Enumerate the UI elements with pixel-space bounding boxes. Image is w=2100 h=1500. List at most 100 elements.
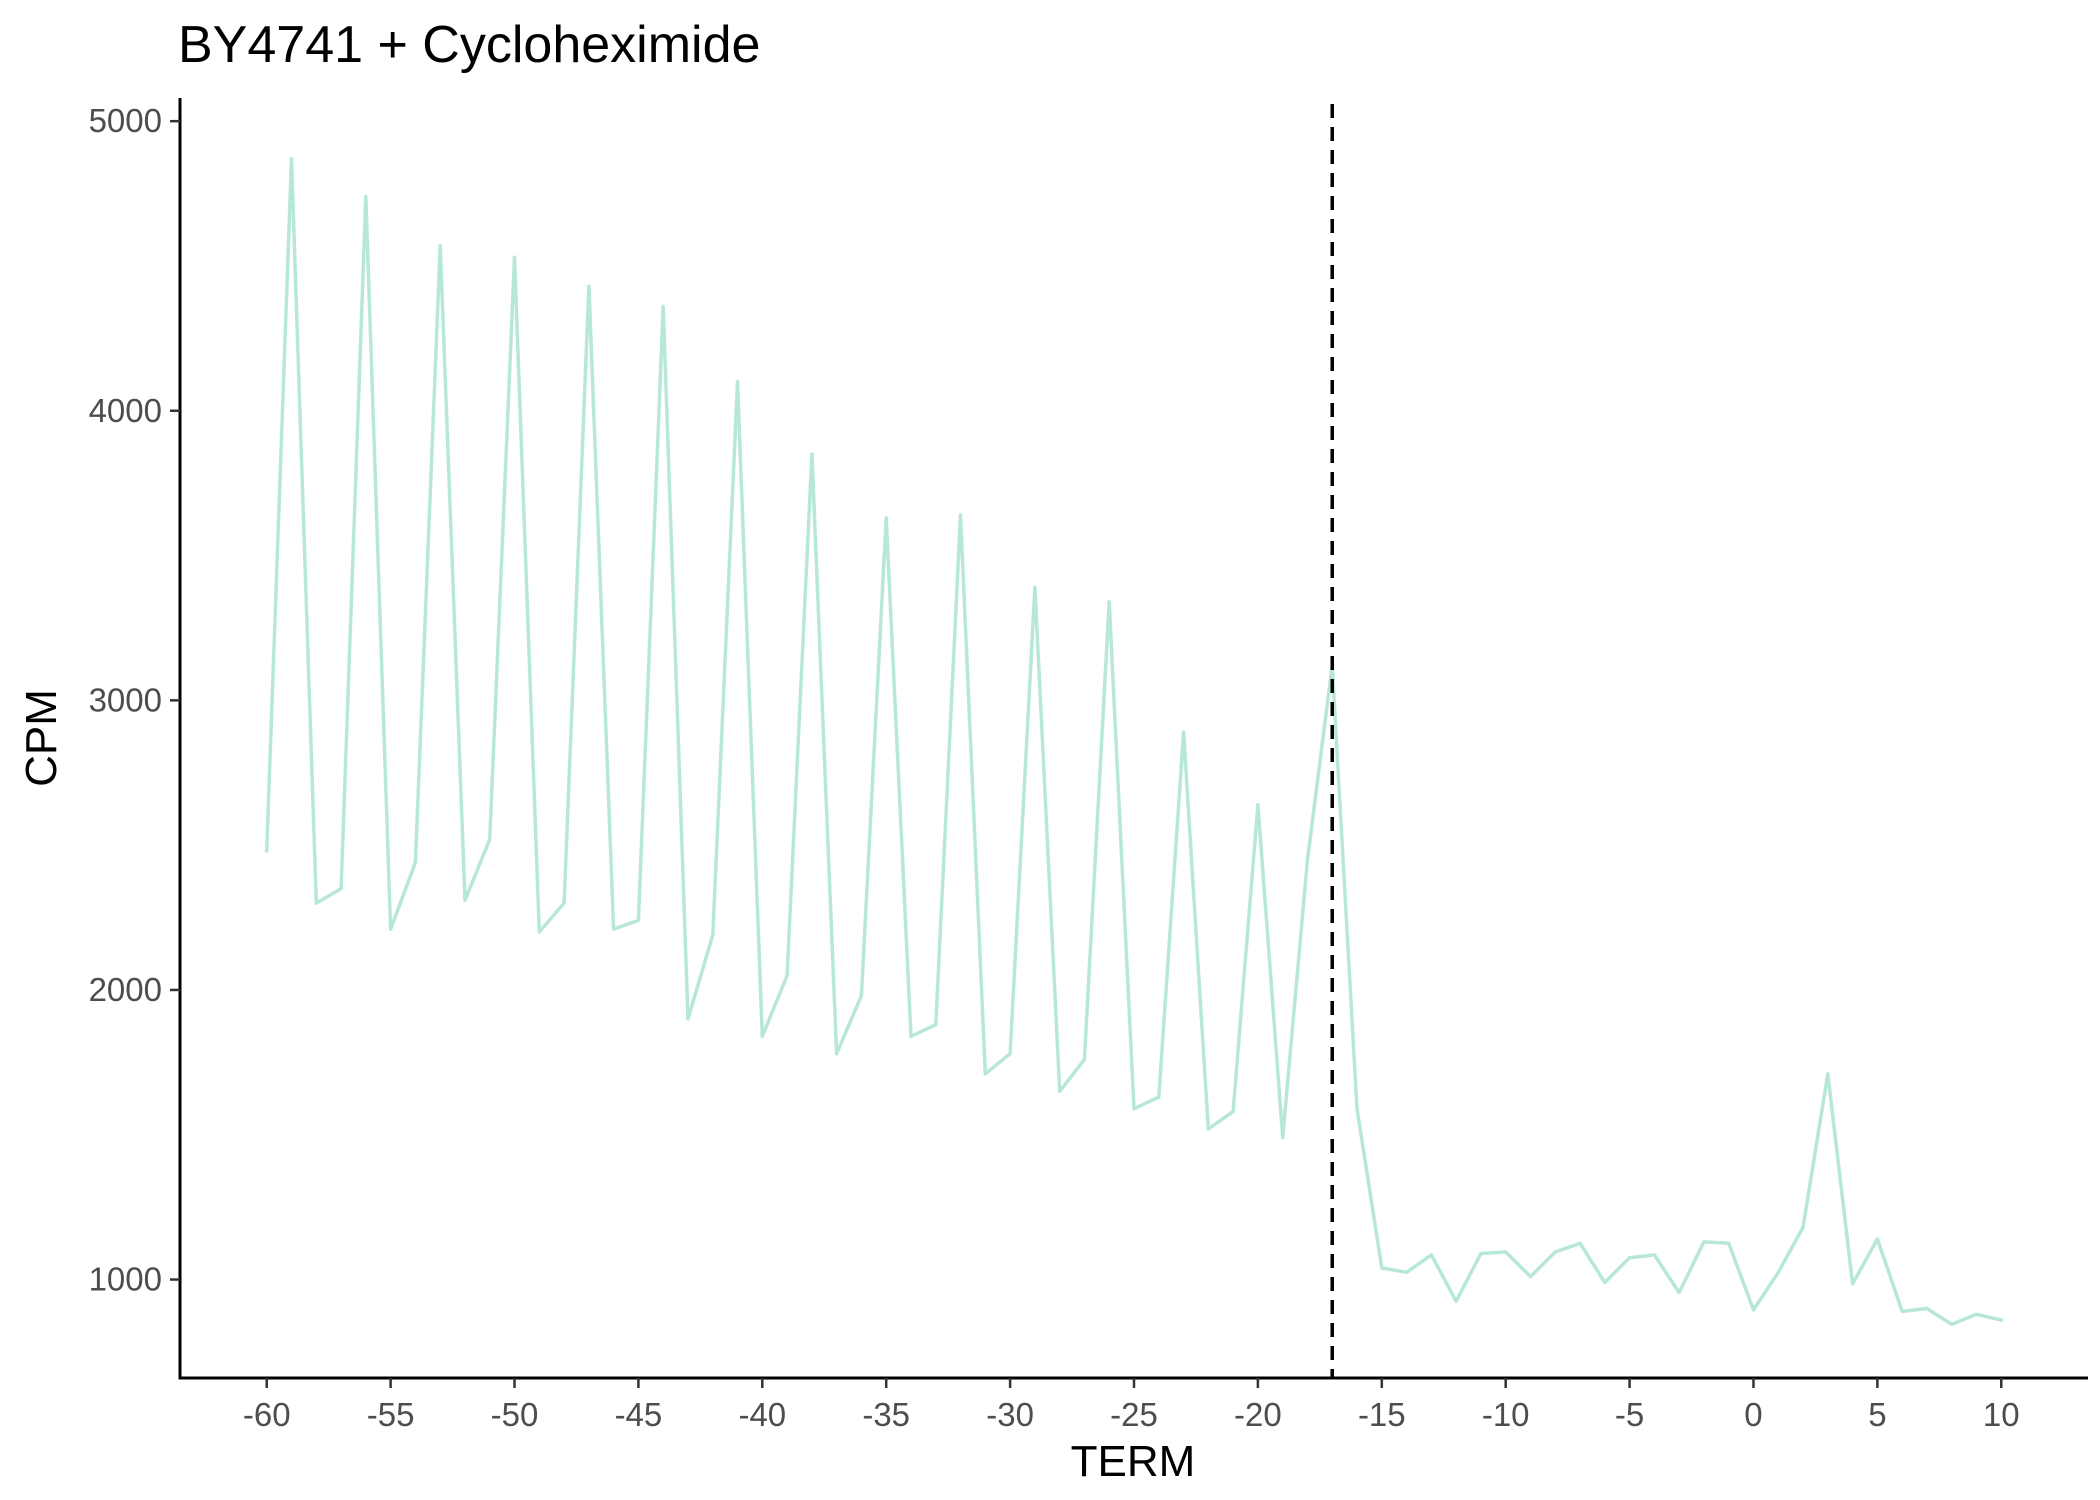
data-point	[562, 901, 566, 905]
x-tick-label: -50	[491, 1396, 539, 1433]
x-tick-label: -25	[1110, 1396, 1158, 1433]
x-tick-label: 10	[1983, 1396, 2020, 1433]
data-point	[1380, 1266, 1384, 1270]
data-point	[389, 927, 393, 931]
x-tick-label: -15	[1358, 1396, 1406, 1433]
y-tick-label: 5000	[89, 102, 162, 139]
data-point	[1182, 730, 1186, 734]
data-point	[612, 927, 616, 931]
data-point	[934, 1023, 938, 1027]
data-point	[1107, 600, 1111, 604]
data-point	[1206, 1127, 1210, 1131]
data-point	[958, 513, 963, 517]
x-tick-label: -60	[243, 1396, 291, 1433]
data-point	[1256, 803, 1260, 807]
data-point	[1652, 1253, 1656, 1257]
data-point	[1900, 1309, 1904, 1313]
x-tick-label: -45	[615, 1396, 663, 1433]
data-point	[785, 973, 789, 978]
data-point	[1950, 1322, 1954, 1326]
series-line	[264, 157, 2004, 1327]
data-point	[1875, 1237, 1879, 1241]
data-point	[1727, 1241, 1731, 1245]
chart-title: BY4741 + Cycloheximide	[178, 16, 760, 74]
data-point	[512, 255, 517, 259]
data-point	[1702, 1240, 1706, 1244]
y-tick-label: 4000	[89, 392, 162, 429]
data-point	[1528, 1275, 1533, 1279]
data-point	[1851, 1282, 1855, 1286]
data-point	[1974, 1312, 1979, 1316]
x-tick-label: -35	[862, 1396, 910, 1433]
x-tick-label: -10	[1482, 1396, 1530, 1433]
data-point	[909, 1034, 913, 1038]
x-ticks: -60 -55 -50 -45 -40 -35 -30 -25 -20 -15 -10 -5 0 5 10	[243, 1378, 2020, 1433]
data-point	[835, 1052, 839, 1056]
data-point	[488, 837, 492, 842]
data-point	[1281, 1136, 1285, 1140]
data-point	[1553, 1250, 1557, 1254]
data-point	[661, 304, 665, 309]
data-point	[1231, 1110, 1235, 1114]
data-point	[983, 1072, 987, 1076]
x-tick-label: -55	[367, 1396, 415, 1433]
data-point	[413, 860, 417, 865]
data-point	[686, 1017, 690, 1021]
data-point	[1405, 1270, 1409, 1274]
data-point	[711, 933, 715, 937]
data-point	[289, 157, 294, 161]
data-point	[1429, 1253, 1433, 1257]
y-tick-label: 1000	[89, 1261, 162, 1298]
data-point	[438, 244, 442, 248]
x-tick-label: -20	[1234, 1396, 1282, 1433]
data-point	[1751, 1308, 1756, 1312]
data-point	[1578, 1241, 1582, 1245]
data-point	[339, 887, 343, 891]
x-tick-label: -5	[1615, 1396, 1644, 1433]
data-point	[1305, 858, 1310, 862]
data-point	[1058, 1089, 1062, 1093]
y-tick-label: 3000	[89, 681, 162, 718]
data-point	[884, 516, 888, 520]
data-point	[1355, 1107, 1359, 1111]
y-axis-title: CPM	[17, 689, 66, 787]
x-tick-label: -30	[986, 1396, 1034, 1433]
data-point	[364, 194, 368, 199]
x-axis: -60 -55 -50 -45 -40 -35 -30 -25 -20 -15 -10 -5 0 5 10	[178, 1376, 2088, 1433]
data-point	[1132, 1107, 1136, 1111]
plot-area	[264, 104, 2004, 1378]
data-point	[636, 918, 641, 923]
data-point	[1999, 1318, 2003, 1322]
data-point	[1677, 1291, 1681, 1295]
data-point	[537, 930, 541, 934]
y-axis: 1000 2000 3000 4000 5000	[89, 98, 182, 1378]
data-point	[810, 452, 814, 456]
data-point	[1776, 1270, 1780, 1274]
data-point	[265, 849, 269, 853]
data-point	[1603, 1280, 1607, 1284]
x-tick-label: -40	[738, 1396, 786, 1433]
data-point	[587, 284, 591, 288]
data-point	[1925, 1306, 1929, 1311]
data-point	[1157, 1095, 1161, 1099]
data-point	[1801, 1225, 1805, 1229]
data-point	[1008, 1052, 1012, 1056]
data-point	[859, 994, 864, 998]
data-point	[1082, 1057, 1086, 1061]
data-point	[1628, 1256, 1632, 1260]
x-axis-title: TERM	[1071, 1437, 1196, 1486]
data-point	[1826, 1072, 1830, 1076]
y-tick-label: 2000	[89, 971, 162, 1008]
data-point	[1454, 1299, 1458, 1303]
y-ticks: 1000 2000 3000 4000 5000	[89, 102, 180, 1298]
data-point	[735, 380, 740, 384]
data-point	[1479, 1251, 1483, 1256]
data-point	[463, 898, 467, 902]
data-point	[314, 901, 318, 905]
data-point	[1504, 1250, 1508, 1254]
data-point	[760, 1034, 764, 1038]
x-tick-label: 0	[1744, 1396, 1762, 1433]
data-point	[1033, 585, 1037, 590]
x-tick-label: 5	[1868, 1396, 1886, 1433]
